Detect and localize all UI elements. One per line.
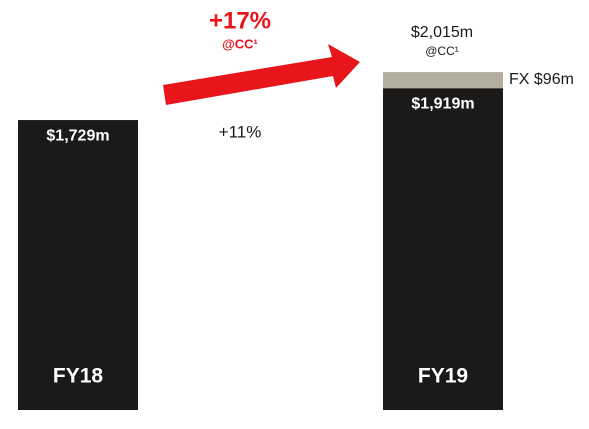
- series-name: FX: [509, 71, 530, 88]
- bar: [383, 88, 503, 410]
- value-label: $96m: [534, 71, 574, 88]
- total-sublabel: @CC¹: [425, 44, 459, 58]
- growth-cc: +17%: [209, 7, 271, 34]
- growth-arrow: [163, 44, 360, 105]
- value-label: $1,729m: [46, 127, 109, 144]
- fx-segment: [383, 72, 503, 89]
- fx-label: FX $96m: [509, 71, 574, 88]
- growth-reported: +11%: [219, 122, 262, 141]
- category-label: FY19: [418, 365, 468, 388]
- bar: [18, 120, 138, 411]
- category-label: FY18: [53, 365, 104, 388]
- value-label: $1,919m: [411, 95, 474, 112]
- growth-cc-sublabel: @CC¹: [222, 36, 258, 51]
- total-label: $2,015m: [411, 24, 473, 41]
